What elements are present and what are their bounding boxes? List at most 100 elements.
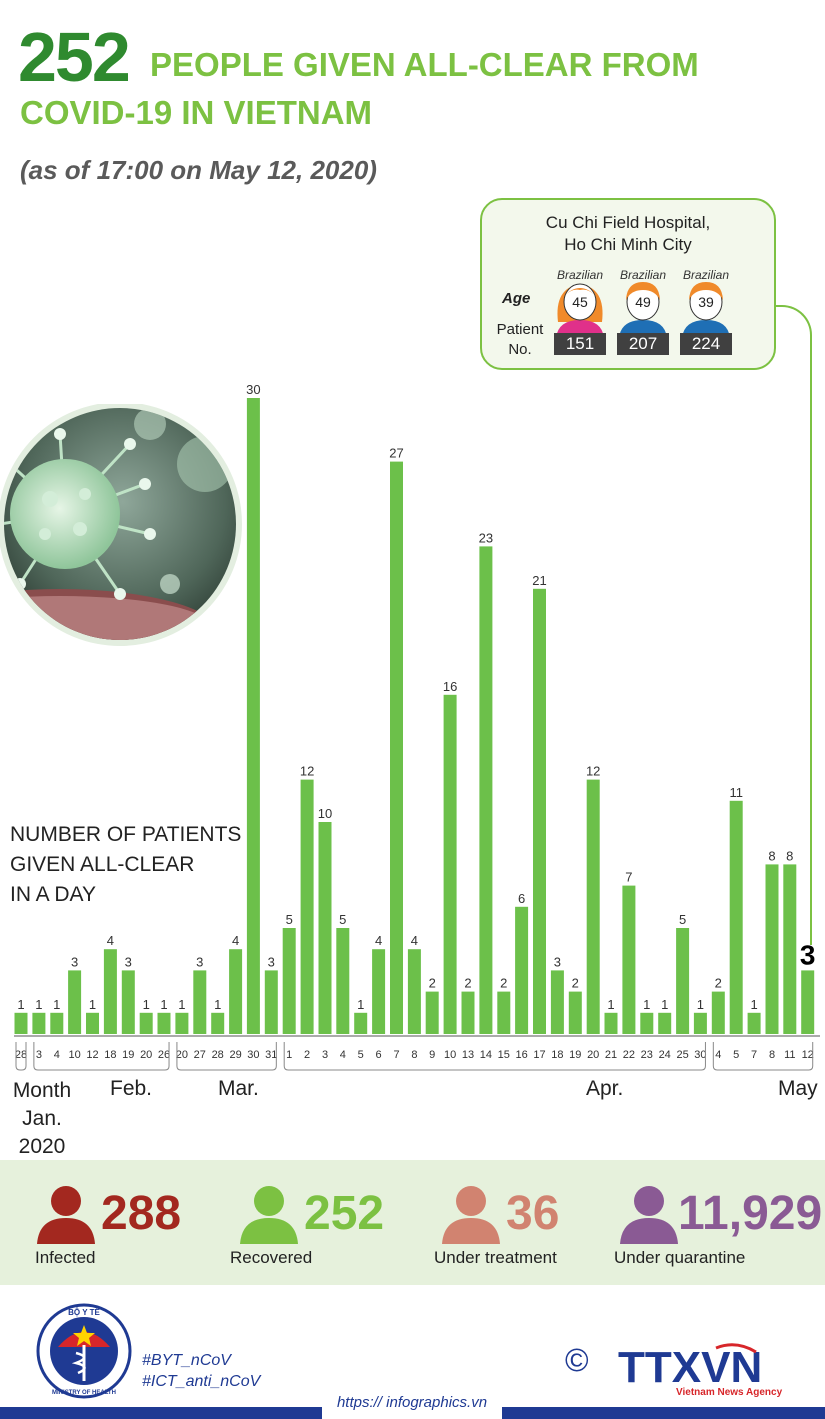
x-tick-label: 20 xyxy=(176,1049,188,1061)
bar-value-label: 1 xyxy=(607,997,614,1012)
month-jan: Jan. xyxy=(22,1107,62,1130)
bar-value-label: 2 xyxy=(429,976,436,991)
bar-value-label: 5 xyxy=(339,912,346,927)
x-tick-label: 13 xyxy=(462,1049,474,1061)
x-tick-label: 23 xyxy=(641,1049,653,1061)
hospital-name-line: Cu Chi Field Hospital, xyxy=(545,213,711,232)
daily-recoveries-chart: 1281314310112418319120126120327128429303… xyxy=(14,382,820,1071)
bar xyxy=(515,906,529,1034)
callout-connector-line xyxy=(776,305,812,945)
year-label: 2020 xyxy=(18,1135,66,1158)
x-tick-label: 30 xyxy=(247,1049,259,1061)
bar-value-label: 2 xyxy=(572,976,579,991)
x-tick-label: 10 xyxy=(444,1049,456,1061)
ttxvn-logo-text: TTXVN xyxy=(618,1343,762,1392)
bar-value-label: 3 xyxy=(196,954,203,969)
bar xyxy=(50,1012,64,1034)
bar xyxy=(336,928,350,1034)
bar xyxy=(533,588,546,1034)
bar xyxy=(729,800,743,1034)
x-tick-label: 4 xyxy=(54,1049,60,1061)
bar-value-label: 8 xyxy=(768,848,775,863)
bar-value-label: 16 xyxy=(443,679,457,694)
bar xyxy=(676,928,690,1034)
hashtag-link[interactable]: #ICT_anti_nCoV xyxy=(142,1373,261,1390)
patient-nationality: Brazilian xyxy=(556,268,604,282)
bar xyxy=(461,991,475,1034)
patient-card: Brazilian 45 151 xyxy=(552,268,608,358)
bar xyxy=(32,1012,46,1034)
hospital-name: Cu Chi Field Hospital, Ho Chi Minh City xyxy=(482,212,774,256)
patient-card: Brazilian 39 224 xyxy=(678,268,734,358)
bar xyxy=(390,461,403,1035)
hashtag-link[interactable]: #BYT_nCoV xyxy=(142,1352,231,1369)
bar-value-label: 21 xyxy=(532,573,546,588)
stat-under-quarantine: 11,929 Under quarantine xyxy=(614,1160,822,1285)
bar-value-label: 1 xyxy=(143,997,150,1012)
x-tick-label: 19 xyxy=(122,1049,134,1061)
month-label-apr: Apr. xyxy=(586,1077,624,1100)
month-group-bracket xyxy=(15,1042,27,1071)
patient-number: 151 xyxy=(554,333,606,355)
x-tick-label: 5 xyxy=(733,1049,739,1061)
month-label-jan: Month Jan. 2020 xyxy=(10,1077,74,1161)
x-tick-label: 16 xyxy=(515,1049,527,1061)
bar-value-label: 23 xyxy=(479,530,493,545)
x-tick-label: 25 xyxy=(676,1049,688,1061)
person-recovered-icon xyxy=(240,1186,298,1244)
x-tick-label: 5 xyxy=(358,1049,364,1061)
patient-age: 49 xyxy=(635,294,651,310)
patient-number: 224 xyxy=(680,333,732,355)
bar-value-label: 3 xyxy=(268,954,275,969)
bar xyxy=(14,1012,28,1034)
x-tick-label: 20 xyxy=(140,1049,152,1061)
bar xyxy=(318,822,332,1034)
chart-title-line: NUMBER OF PATIENTS xyxy=(10,823,242,846)
bar-value-label: 27 xyxy=(389,446,403,461)
bar xyxy=(157,1012,171,1034)
month-group-bracket xyxy=(33,1042,170,1071)
bar xyxy=(640,1012,654,1034)
month-group-bracket xyxy=(176,1042,277,1071)
stat-under-treatment: 36 Under treatment xyxy=(434,1160,610,1285)
bar xyxy=(121,970,135,1034)
bar-value-label: 1 xyxy=(178,997,185,1012)
bar xyxy=(246,398,260,1034)
bar-value-label: 5 xyxy=(679,912,686,927)
website-link[interactable]: https:// infographics.vn xyxy=(336,1394,488,1411)
x-tick-label: 3 xyxy=(36,1049,42,1061)
stat-label: Recovered xyxy=(230,1248,313,1267)
x-tick-label: 24 xyxy=(659,1049,671,1061)
x-tick-label: 11 xyxy=(784,1049,795,1061)
bar-value-label: 3 xyxy=(125,954,132,969)
x-tick-label: 14 xyxy=(480,1049,492,1061)
patient-age: 45 xyxy=(572,294,588,310)
age-label: Age xyxy=(502,290,531,307)
person-treatment-icon xyxy=(442,1186,500,1244)
x-tick-label: 2 xyxy=(304,1049,310,1061)
chart-title-line: GIVEN ALL-CLEAR xyxy=(10,853,195,876)
bar xyxy=(175,1012,189,1034)
x-tick-label: 8 xyxy=(769,1049,775,1061)
bar xyxy=(747,1012,761,1034)
month-label-may: May xyxy=(778,1077,818,1100)
x-tick-label: 29 xyxy=(229,1049,241,1061)
x-tick-label: 10 xyxy=(68,1049,80,1061)
x-tick-label: 27 xyxy=(194,1049,206,1061)
month-group-bracket xyxy=(283,1042,706,1071)
bar-value-label: 7 xyxy=(625,870,632,885)
x-tick-label: 4 xyxy=(340,1049,346,1061)
ministry-of-health-logo: BỘ Y TẾ MINISTRY OF HEALTH xyxy=(36,1303,132,1399)
x-tick-label: 28 xyxy=(15,1049,27,1061)
bar xyxy=(86,1012,99,1034)
bar-value-label: 3 xyxy=(800,939,816,970)
hospital-callout: Cu Chi Field Hospital, Ho Chi Minh City … xyxy=(480,198,776,370)
person-quarantine-icon xyxy=(620,1186,678,1244)
x-tick-label: 18 xyxy=(104,1049,116,1061)
x-tick-label: 7 xyxy=(751,1049,757,1061)
x-tick-label: 20 xyxy=(587,1049,599,1061)
x-tick-label: 30 xyxy=(694,1049,706,1061)
bar xyxy=(425,991,439,1034)
month-label-mar: Mar. xyxy=(218,1077,259,1100)
bar xyxy=(354,1012,368,1034)
